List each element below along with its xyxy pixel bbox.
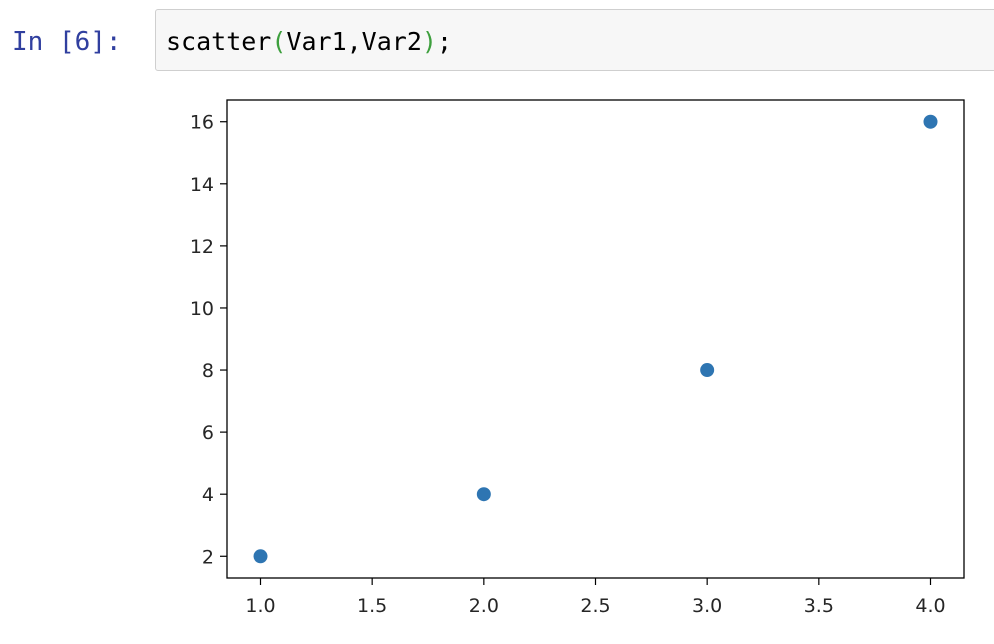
- x-tick-label: 1.5: [357, 595, 387, 617]
- y-tick-label: 10: [190, 298, 214, 320]
- code-line: scatter(Var1,Var2);: [166, 27, 452, 56]
- y-axis-ticks: 2 4 6 8 10 12 14 16: [190, 112, 227, 568]
- y-tick-label: 6: [202, 422, 214, 444]
- code-semicolon: ;: [436, 27, 453, 56]
- y-tick-label: 2: [202, 546, 214, 568]
- code-function: scatter: [166, 27, 272, 56]
- scatter-point: [476, 487, 491, 502]
- x-tick-label: 4.0: [915, 595, 945, 617]
- scatter-point: [253, 549, 268, 564]
- scatter-point: [700, 363, 715, 378]
- y-tick-label: 4: [202, 484, 214, 506]
- input-prompt: In [6]:: [12, 27, 122, 57]
- y-tick-label: 16: [190, 112, 214, 134]
- y-tick-label: 12: [190, 236, 214, 258]
- y-tick-label: 14: [190, 174, 214, 196]
- code-args: Var1,Var2: [286, 27, 422, 56]
- plot-axes-frame: [226, 99, 965, 579]
- data-points: [253, 114, 938, 564]
- x-axis-ticks: 1.0 1.5 2.0 2.5 3.0 3.5 4.0: [245, 578, 946, 617]
- y-tick-label: 8: [202, 360, 214, 382]
- x-tick-label: 2.5: [580, 595, 610, 617]
- code-open-paren: (: [271, 27, 287, 56]
- code-input-area[interactable]: scatter(Var1,Var2);: [155, 9, 994, 71]
- x-tick-label: 3.0: [692, 595, 722, 617]
- code-close-paren: ): [421, 27, 437, 56]
- x-tick-label: 1.0: [245, 595, 275, 617]
- x-tick-label: 3.5: [804, 595, 834, 617]
- scatter-point: [923, 114, 938, 129]
- x-tick-label: 2.0: [469, 595, 499, 617]
